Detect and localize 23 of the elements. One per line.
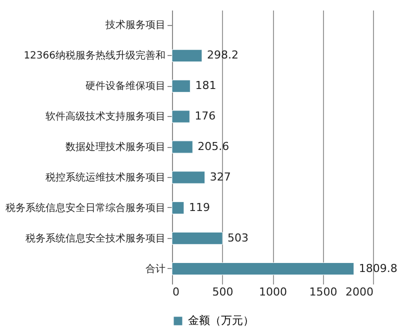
data-label: 181 — [195, 79, 216, 92]
x-tick-label: 2000 — [346, 286, 374, 298]
y-tick-label: 税务系统信息安全日常综合服务项目 — [6, 202, 166, 214]
y-tick-label: 税务系统信息安全技术服务项目 — [26, 232, 166, 244]
y-tick-label: 12366纳税服务热线升级完善和 — [24, 50, 166, 62]
data-label: 119 — [188, 200, 210, 214]
y-tick-label: 数据处理技术服务项目 — [66, 141, 166, 153]
x-tick-label: 500 — [212, 286, 234, 298]
data-label: 176 — [194, 110, 216, 123]
x-tick-label: 1000 — [259, 286, 287, 298]
y-tick-label: 硬件设备维保项目 — [86, 80, 166, 92]
legend-label: 金额（万元） — [188, 314, 254, 327]
data-label: 503 — [228, 231, 249, 244]
y-tick-label: 技术服务项目 — [104, 19, 166, 32]
x-tick-label: 0 — [172, 286, 180, 298]
y-tick-label: 软件高级技术支持服务项目 — [46, 110, 166, 123]
y-tick-label: 税控系统运维技术服务项目 — [46, 171, 166, 184]
data-label: 1809.8 — [358, 262, 398, 275]
x-tick-label: 1500 — [309, 286, 338, 298]
y-tick-label: 合计 — [146, 262, 166, 275]
data-label: 327 — [210, 170, 231, 184]
data-label: 298.2 — [206, 48, 238, 62]
data-label: 205.6 — [198, 140, 230, 153]
